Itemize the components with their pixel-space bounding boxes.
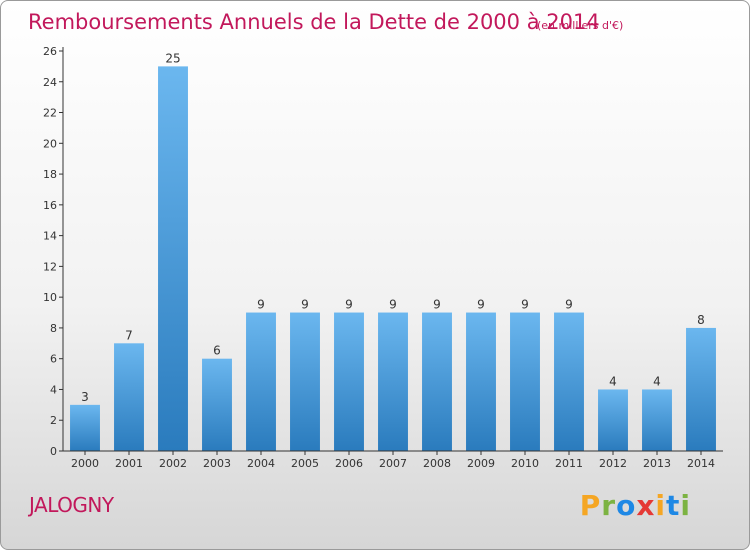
data-label: 9 bbox=[389, 298, 397, 312]
logo-letter: t bbox=[666, 489, 681, 522]
y-tick-label: 20 bbox=[43, 137, 57, 150]
logo-letter: x bbox=[636, 489, 656, 522]
data-label: 9 bbox=[257, 298, 265, 312]
logo-letter: i bbox=[680, 489, 691, 522]
x-tick-label: 2009 bbox=[467, 457, 495, 470]
bar-2012 bbox=[598, 389, 628, 451]
data-label: 9 bbox=[301, 298, 309, 312]
data-label: 25 bbox=[165, 51, 180, 65]
proxiti-logo[interactable]: Proxiti bbox=[580, 489, 691, 522]
y-tick-label: 12 bbox=[43, 260, 57, 273]
logo-letter: r bbox=[601, 489, 617, 522]
bar-2007 bbox=[378, 312, 408, 451]
data-label: 9 bbox=[433, 298, 441, 312]
chart-subtitle: (en milliers d'€) bbox=[537, 19, 623, 32]
data-label: 9 bbox=[565, 298, 573, 312]
y-tick-label: 8 bbox=[50, 322, 57, 335]
bar-2010 bbox=[510, 312, 540, 451]
plot-area: 0246810121416182022242632000720012520026… bbox=[43, 45, 723, 470]
y-tick-label: 16 bbox=[43, 199, 57, 212]
bar-2008 bbox=[422, 312, 452, 451]
bar-2002 bbox=[158, 66, 188, 451]
x-tick-label: 2007 bbox=[379, 457, 407, 470]
y-tick-label: 4 bbox=[50, 383, 57, 396]
y-tick-label: 10 bbox=[43, 291, 57, 304]
logo-letter: P bbox=[579, 489, 602, 522]
bar-2003 bbox=[202, 358, 232, 451]
x-tick-label: 2014 bbox=[687, 457, 715, 470]
bar-2014 bbox=[686, 327, 716, 451]
x-tick-label: 2002 bbox=[159, 457, 187, 470]
data-label: 9 bbox=[345, 298, 353, 312]
bar-2000 bbox=[70, 404, 100, 451]
x-tick-label: 2010 bbox=[511, 457, 539, 470]
x-tick-label: 2001 bbox=[115, 457, 143, 470]
bar-2009 bbox=[466, 312, 496, 451]
y-tick-label: 24 bbox=[43, 76, 57, 89]
x-tick-label: 2012 bbox=[599, 457, 627, 470]
x-tick-label: 2008 bbox=[423, 457, 451, 470]
data-label: 9 bbox=[477, 298, 485, 312]
logo-letter: o bbox=[616, 489, 637, 522]
bar-2004 bbox=[246, 312, 276, 451]
y-tick-label: 14 bbox=[43, 230, 57, 243]
chart-title: Remboursements Annuels de la Dette de 20… bbox=[28, 10, 600, 34]
data-label: 4 bbox=[609, 374, 617, 388]
y-tick-label: 18 bbox=[43, 168, 57, 181]
data-label: 3 bbox=[81, 390, 89, 404]
y-tick-label: 0 bbox=[50, 445, 57, 458]
commune-name: JALOGNY bbox=[29, 493, 114, 517]
bar-2011 bbox=[554, 312, 584, 451]
x-tick-label: 2006 bbox=[335, 457, 363, 470]
data-label: 6 bbox=[213, 344, 221, 358]
y-tick-label: 26 bbox=[43, 45, 57, 58]
data-label: 7 bbox=[125, 328, 133, 342]
x-tick-label: 2005 bbox=[291, 457, 319, 470]
x-tick-label: 2013 bbox=[643, 457, 671, 470]
x-tick-label: 2000 bbox=[71, 457, 99, 470]
x-tick-label: 2004 bbox=[247, 457, 275, 470]
data-label: 4 bbox=[653, 374, 661, 388]
y-tick-label: 6 bbox=[50, 353, 57, 366]
x-tick-label: 2003 bbox=[203, 457, 231, 470]
bar-2005 bbox=[290, 312, 320, 451]
bar-2006 bbox=[334, 312, 364, 451]
data-label: 9 bbox=[521, 298, 529, 312]
bar-2013 bbox=[642, 389, 672, 451]
y-tick-label: 22 bbox=[43, 107, 57, 120]
logo-letter: i bbox=[655, 489, 666, 522]
x-tick-label: 2011 bbox=[555, 457, 583, 470]
bar-2001 bbox=[114, 343, 144, 451]
y-tick-label: 2 bbox=[50, 414, 57, 427]
data-label: 8 bbox=[697, 313, 705, 327]
